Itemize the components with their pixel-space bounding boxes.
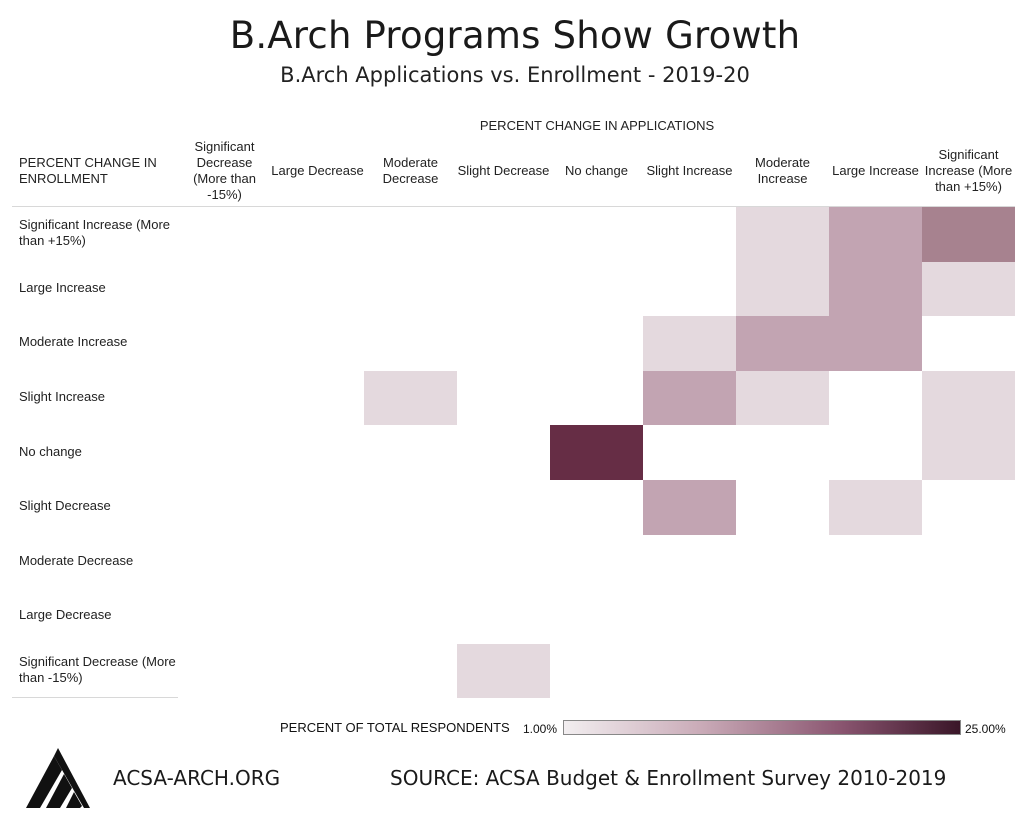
footer-divider (12, 697, 178, 699)
header-divider (12, 206, 1015, 207)
chart-title: B.Arch Programs Show Growth (229, 14, 801, 57)
column-label: Significant Increase (More than +15%) (924, 147, 1013, 194)
legend-max-label: 25.00% (965, 722, 1006, 736)
heatmap-cell (922, 370, 1015, 426)
heatmap-cell (550, 425, 643, 480)
column-label: No change (565, 163, 628, 178)
heatmap-cell (364, 370, 457, 426)
heatmap-cell (643, 480, 736, 535)
row-label: Large Increase (19, 279, 106, 295)
row-label: Significant Increase (More than +15%) (19, 217, 171, 249)
row-label: Slight Decrease (19, 498, 111, 514)
acsa-logo-icon (26, 748, 90, 808)
footer-source: SOURCE: ACSA Budget & Enrollment Survey … (390, 766, 947, 790)
column-label: Moderate Decrease (382, 155, 439, 186)
row-label: Slight Increase (19, 389, 105, 405)
heatmap-cell (829, 480, 922, 535)
column-label: Moderate Increase (755, 155, 810, 186)
x-axis-title: PERCENT CHANGE IN APPLICATIONS (479, 118, 715, 133)
heatmap-cell (736, 207, 829, 262)
y-axis-title: PERCENT CHANGE IN ENROLLMENT (19, 155, 157, 186)
row-label: Moderate Decrease (19, 552, 134, 568)
column-label: Slight Increase (646, 163, 733, 178)
column-label: Large Decrease (271, 163, 364, 178)
heatmap-cell (922, 425, 1015, 480)
footer-site: ACSA-ARCH.ORG (113, 766, 281, 790)
column-label: Slight Decrease (457, 163, 550, 178)
column-label: Large Increase (832, 163, 919, 178)
legend-title: PERCENT OF TOTAL RESPONDENTS (280, 720, 510, 735)
legend-min-label: 1.00% (523, 722, 558, 736)
heatmap-cell (643, 370, 736, 426)
heatmap-cell (736, 370, 829, 426)
heatmap-cell (736, 261, 829, 317)
chart-subtitle: B.Arch Applications vs. Enrollment - 201… (280, 63, 750, 87)
column-label: Significant Decrease (More than -15%) (193, 139, 256, 202)
heatmap-cell (829, 207, 922, 262)
row-label: Significant Decrease (More than -15%) (19, 654, 176, 686)
heatmap-cell (922, 207, 1015, 262)
heatmap-cell (457, 643, 550, 699)
row-label: No change (19, 443, 82, 459)
heatmap-cell (643, 316, 736, 371)
row-label: Large Decrease (19, 607, 112, 623)
heatmap-cell (829, 261, 922, 317)
legend-color-scale (563, 720, 961, 735)
heatmap-cell (736, 316, 829, 371)
heatmap-cell (829, 316, 922, 371)
heatmap-cell (922, 261, 1015, 317)
row-label: Moderate Increase (19, 334, 128, 350)
